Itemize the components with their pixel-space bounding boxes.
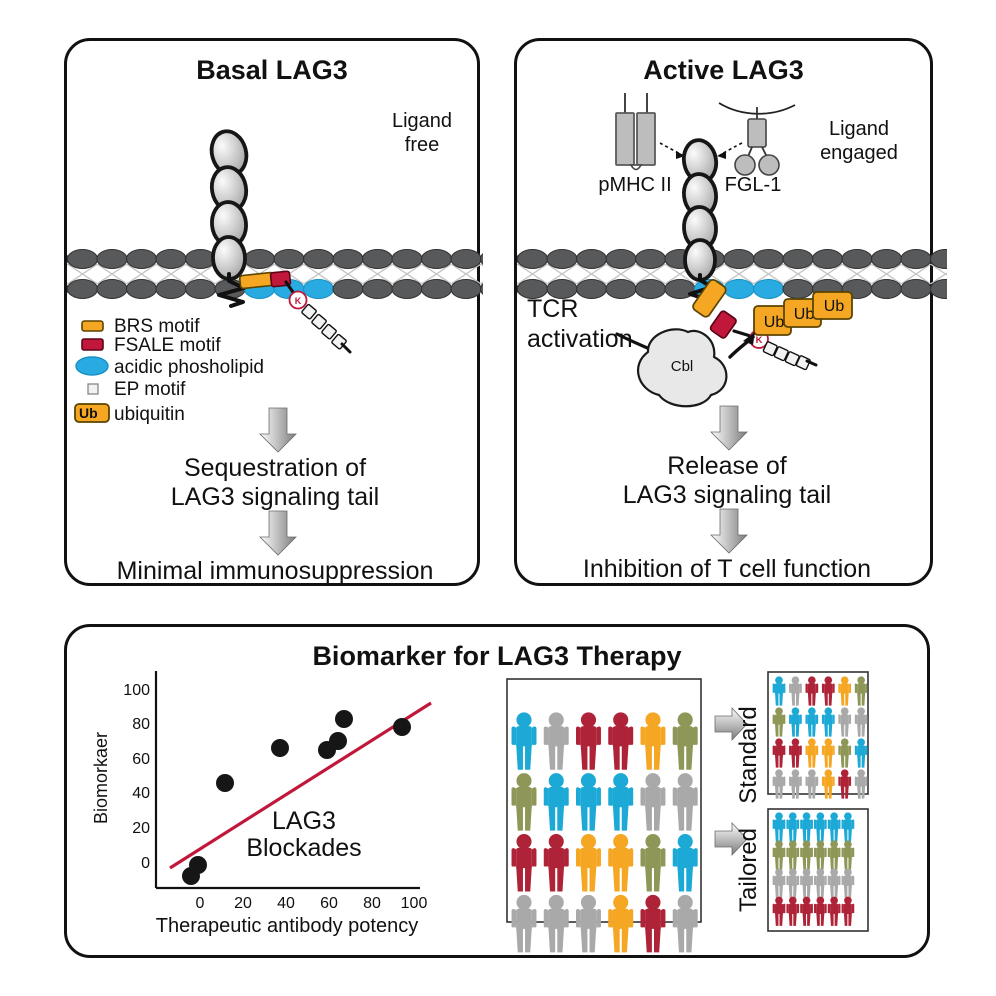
- svg-text:Tailored: Tailored: [735, 828, 762, 912]
- svg-text:Release of: Release of: [667, 452, 787, 480]
- svg-text:activation: activation: [527, 325, 633, 353]
- svg-text:Blockades: Blockades: [246, 834, 361, 862]
- svg-text:Sequestration of: Sequestration of: [184, 454, 366, 482]
- svg-text:K: K: [295, 296, 302, 306]
- svg-text:EP motif: EP motif: [114, 379, 186, 400]
- svg-text:Standard: Standard: [735, 706, 762, 803]
- svg-text:100: 100: [401, 895, 428, 912]
- svg-text:LAG3 signaling tail: LAG3 signaling tail: [171, 483, 379, 511]
- svg-text:acidic phosholipid: acidic phosholipid: [114, 357, 264, 378]
- svg-text:LAG3 signaling tail: LAG3 signaling tail: [623, 481, 831, 509]
- svg-text:BRS motif: BRS motif: [114, 316, 200, 337]
- svg-text:0: 0: [196, 895, 205, 912]
- svg-text:80: 80: [363, 895, 381, 912]
- svg-text:pMHC II: pMHC II: [598, 174, 671, 196]
- svg-text:FSALE motif: FSALE motif: [114, 335, 221, 356]
- svg-text:Inhibition of T cell function: Inhibition of T cell function: [583, 555, 871, 583]
- svg-text:LAG3: LAG3: [272, 807, 336, 835]
- svg-text:80: 80: [132, 716, 150, 733]
- svg-text:Ub: Ub: [794, 306, 815, 323]
- svg-text:Therapeutic antibody potency: Therapeutic antibody potency: [156, 915, 418, 937]
- svg-text:Biomorkaer: Biomorkaer: [91, 732, 111, 824]
- svg-text:Ub: Ub: [764, 314, 785, 331]
- svg-text:Minimal immunosuppression: Minimal immunosuppression: [117, 557, 434, 585]
- svg-text:K: K: [756, 335, 763, 346]
- svg-text:ubiquitin: ubiquitin: [114, 404, 185, 425]
- svg-text:20: 20: [132, 820, 150, 837]
- svg-text:100: 100: [123, 682, 150, 699]
- svg-text:40: 40: [132, 785, 150, 802]
- svg-text:0: 0: [141, 855, 150, 872]
- svg-text:Ub: Ub: [824, 298, 845, 315]
- svg-text:20: 20: [234, 895, 252, 912]
- svg-text:TCR: TCR: [527, 295, 578, 323]
- svg-text:Ub: Ub: [79, 405, 98, 421]
- svg-text:60: 60: [132, 751, 150, 768]
- svg-text:60: 60: [320, 895, 338, 912]
- svg-text:Cbl: Cbl: [671, 358, 694, 375]
- svg-text:FGL-1: FGL-1: [725, 174, 782, 196]
- svg-text:40: 40: [277, 895, 295, 912]
